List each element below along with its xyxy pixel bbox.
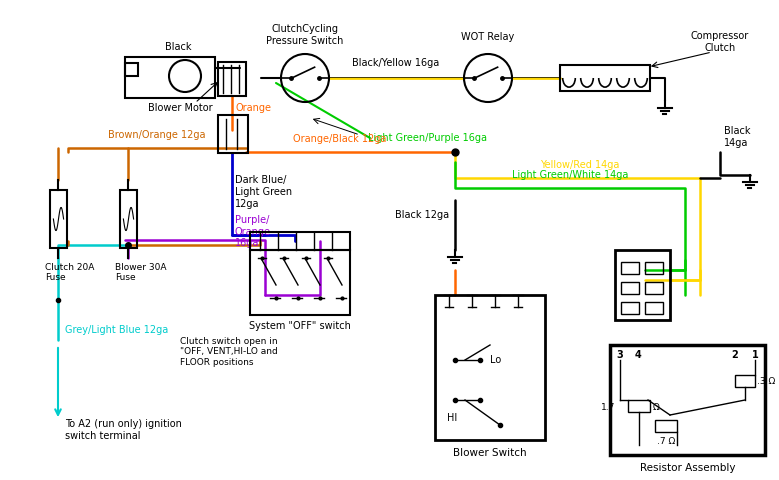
Bar bbox=[628, 400, 650, 412]
Text: 1.7: 1.7 bbox=[601, 403, 615, 411]
Text: HI: HI bbox=[447, 413, 457, 423]
Text: Compressor
Clutch: Compressor Clutch bbox=[691, 31, 749, 53]
Bar bbox=[621, 262, 639, 274]
Bar bbox=[560, 65, 650, 91]
Text: Clutch switch open in
"OFF, VENT,HI-LO and
FLOOR positions: Clutch switch open in "OFF, VENT,HI-LO a… bbox=[180, 337, 278, 367]
Text: Brown/Orange 12ga: Brown/Orange 12ga bbox=[108, 130, 206, 140]
Bar bbox=[621, 302, 639, 314]
Text: Blower Switch: Blower Switch bbox=[453, 448, 527, 458]
Text: System "OFF" switch: System "OFF" switch bbox=[249, 321, 351, 331]
Text: ClutchCycling
Pressure Switch: ClutchCycling Pressure Switch bbox=[266, 24, 344, 46]
Bar bbox=[125, 57, 215, 98]
Text: Yellow/Red 14ga: Yellow/Red 14ga bbox=[541, 160, 619, 170]
Bar bbox=[250, 232, 350, 250]
Text: .3 Ω: .3 Ω bbox=[757, 377, 775, 386]
Text: Dark Blue/
Light Green
12ga: Dark Blue/ Light Green 12ga bbox=[235, 175, 292, 209]
Text: .7 Ω: .7 Ω bbox=[657, 437, 675, 446]
Text: Ω: Ω bbox=[653, 403, 660, 411]
Text: Orange: Orange bbox=[236, 103, 272, 113]
Bar bbox=[610, 345, 765, 455]
Bar bbox=[218, 115, 248, 153]
Text: 4: 4 bbox=[635, 350, 641, 360]
Bar bbox=[645, 302, 663, 314]
Text: To A2 (run only) ignition
switch terminal: To A2 (run only) ignition switch termina… bbox=[65, 419, 182, 441]
Text: Black 12ga: Black 12ga bbox=[395, 210, 449, 220]
Text: Blower Motor: Blower Motor bbox=[148, 103, 213, 113]
Bar bbox=[655, 420, 677, 432]
Text: Light Green/Purple 16ga: Light Green/Purple 16ga bbox=[368, 133, 487, 143]
Text: 1: 1 bbox=[752, 350, 759, 360]
Bar bbox=[645, 262, 663, 274]
Text: 3: 3 bbox=[617, 350, 623, 360]
Bar bbox=[615, 250, 670, 320]
Text: Purple/
Orange
16ga: Purple/ Orange 16ga bbox=[235, 215, 271, 248]
Bar bbox=[218, 62, 246, 96]
Bar bbox=[621, 282, 639, 294]
Bar bbox=[735, 375, 755, 387]
Text: Black: Black bbox=[164, 42, 192, 52]
Bar bbox=[645, 282, 663, 294]
Text: Black
14ga: Black 14ga bbox=[724, 126, 750, 148]
Bar bbox=[435, 295, 545, 440]
Text: Grey/Light Blue 12ga: Grey/Light Blue 12ga bbox=[65, 325, 168, 335]
Text: Clutch 20A
Fuse: Clutch 20A Fuse bbox=[45, 263, 94, 282]
Text: WOT Relay: WOT Relay bbox=[461, 32, 515, 42]
Text: Resistor Assembly: Resistor Assembly bbox=[640, 463, 735, 473]
Bar bbox=[50, 190, 67, 248]
Text: Light Green/White 14ga: Light Green/White 14ga bbox=[512, 170, 628, 180]
Bar bbox=[125, 63, 138, 76]
Text: 2: 2 bbox=[731, 350, 738, 360]
Text: Black/Yellow 16ga: Black/Yellow 16ga bbox=[352, 58, 439, 68]
Text: Orange/Black 12ga: Orange/Black 12ga bbox=[294, 134, 386, 144]
Text: Blower 30A
Fuse: Blower 30A Fuse bbox=[115, 263, 167, 282]
Text: Lo: Lo bbox=[490, 355, 501, 365]
Bar bbox=[250, 250, 350, 315]
Bar bbox=[120, 190, 137, 248]
